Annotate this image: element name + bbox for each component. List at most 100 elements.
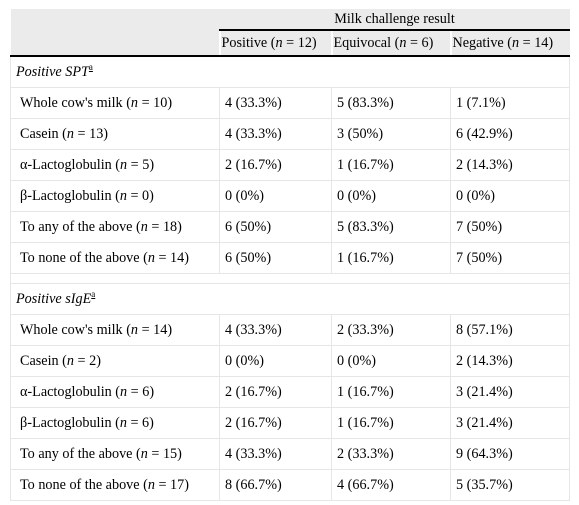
footnote-marker[interactable]: a <box>88 61 93 72</box>
section-title: Positive SPT <box>16 63 89 80</box>
table-row: Whole cow's milk (n = 10) 4 (33.3%) 5 (83.… <box>10 87 570 119</box>
section-title-cell: Positive SPTa <box>10 56 570 88</box>
row-label: α-Lactoglobulin <box>20 383 112 400</box>
cell-negative: 5 (35.7%) <box>450 469 570 501</box>
table-row: β-Lactoglobulin (n = 6) 2 (16.7%) 1 (16.7%… <box>10 407 570 439</box>
row-label: Casein <box>20 352 59 369</box>
cell-positive: 8 (66.7%) <box>219 469 332 501</box>
section-title-cell: Positive sIgEa <box>10 283 570 315</box>
section-title: Positive sIgE <box>16 290 92 307</box>
row-n-value: 0 <box>142 187 150 204</box>
cell-negative: 3 (21.4%) <box>450 407 570 439</box>
row-n-value: 13 <box>89 125 104 142</box>
cell-positive: 0 (0%) <box>219 180 332 212</box>
row-label: Whole cow's milk <box>20 94 123 111</box>
cell-equivocal: 5 (83.3%) <box>331 211 451 243</box>
header-blank-cell <box>10 30 220 57</box>
cell-equivocal: 5 (83.3%) <box>331 87 451 119</box>
cell-positive: 0 (0%) <box>219 345 332 377</box>
spacer-cell <box>10 273 570 284</box>
table-row: Casein (n = 2) 0 (0%) 0 (0%) 2 (14.3%) <box>10 345 570 377</box>
cell-equivocal: 1 (16.7%) <box>331 407 451 439</box>
table-row: α-Lactoglobulin (n = 6) 2 (16.7%) 1 (16.7%… <box>10 376 570 408</box>
table-row: To any of the above (n = 15) 4 (33.3%) 2 (… <box>10 438 570 470</box>
row-n-value: 15 <box>162 445 178 462</box>
column-header-positive: Positive (n = 12) <box>218 30 332 57</box>
row-label-cell: To none of the above (n = 17) <box>10 469 220 501</box>
cell-positive: 6 (50%) <box>219 242 332 274</box>
row-label: To any of the above <box>20 445 133 462</box>
table-row: Casein (n = 13) 4 (33.3%) 3 (50%) 6 (42.9%) <box>10 118 570 150</box>
column-header-label: Positive <box>221 34 268 51</box>
row-label: α-Lactoglobulin <box>20 156 112 173</box>
column-header-n: 6 <box>421 34 429 51</box>
cell-equivocal: 2 (33.3%) <box>331 438 451 470</box>
column-header-label: Negative <box>452 34 504 51</box>
row-n-value: 6 <box>142 414 150 431</box>
section-header-row: Positive sIgEa <box>10 283 570 315</box>
header-row-group: Milk challenge result <box>10 9 570 31</box>
row-n-value: 2 <box>89 352 97 369</box>
cell-positive: 4 (33.3%) <box>219 118 332 150</box>
row-label: To none of the above <box>20 249 140 266</box>
cell-negative: 6 (42.9%) <box>450 118 570 150</box>
row-label: To none of the above <box>20 476 140 493</box>
cell-equivocal: 1 (16.7%) <box>331 149 451 181</box>
row-label-cell: β-Lactoglobulin (n = 6) <box>10 407 220 439</box>
table-row: To none of the above (n = 17) 8 (66.7%) 4 … <box>10 469 570 501</box>
row-label-cell: Whole cow's milk (n = 10) <box>10 87 220 119</box>
column-header-negative: Negative (n = 14) <box>449 30 570 57</box>
column-header-label: Equivocal <box>333 34 392 51</box>
row-label-cell: Whole cow's milk (n = 14) <box>10 314 220 346</box>
cell-positive: 4 (33.3%) <box>219 314 332 346</box>
milk-challenge-table: Milk challenge result Positive (n = 12) … <box>10 9 570 501</box>
cell-positive: 6 (50%) <box>219 211 332 243</box>
table-row: To any of the above (n = 18) 6 (50%) 5 (83… <box>10 211 570 243</box>
cell-equivocal: 1 (16.7%) <box>331 242 451 274</box>
row-n-value: 5 <box>142 156 150 173</box>
row-label: Whole cow's milk <box>20 321 123 338</box>
row-label-cell: β-Lactoglobulin (n = 0) <box>10 180 220 212</box>
cell-equivocal: 4 (66.7%) <box>331 469 451 501</box>
row-n-value: 18 <box>162 218 178 235</box>
cell-positive: 2 (16.7%) <box>219 149 332 181</box>
row-label: β-Lactoglobulin <box>20 187 112 204</box>
row-label: To any of the above <box>20 218 133 235</box>
cell-equivocal: 1 (16.7%) <box>331 376 451 408</box>
table-row: To none of the above (n = 14) 6 (50%) 1 (1… <box>10 242 570 274</box>
row-label-cell: Casein (n = 2) <box>10 345 220 377</box>
row-label: β-Lactoglobulin <box>20 414 112 431</box>
cell-negative: 9 (64.3%) <box>450 438 570 470</box>
cell-equivocal: 2 (33.3%) <box>331 314 451 346</box>
cell-positive: 4 (33.3%) <box>219 438 332 470</box>
row-label-cell: Casein (n = 13) <box>10 118 220 150</box>
section-header-row: Positive SPTa <box>10 56 570 88</box>
cell-positive: 4 (33.3%) <box>219 87 332 119</box>
cell-positive: 2 (16.7%) <box>219 407 332 439</box>
cell-negative: 2 (14.3%) <box>450 345 570 377</box>
table-row: Whole cow's milk (n = 14) 4 (33.3%) 2 (33.… <box>10 314 570 346</box>
row-label-cell: α-Lactoglobulin (n = 5) <box>10 149 220 181</box>
row-label: Casein <box>20 125 59 142</box>
table-row: β-Lactoglobulin (n = 0) 0 (0%) 0 (0%) 0 (0%… <box>10 180 570 212</box>
header-row-columns: Positive (n = 12) Equivocal (n = 6) Nega… <box>10 30 570 57</box>
column-header-n: 12 <box>297 34 312 51</box>
cell-equivocal: 0 (0%) <box>331 180 451 212</box>
row-label-cell: To any of the above (n = 15) <box>10 438 220 470</box>
section-spacer <box>10 273 570 284</box>
cell-equivocal: 0 (0%) <box>331 345 451 377</box>
row-n-value: 17 <box>170 476 185 493</box>
cell-negative: 1 (7.1%) <box>450 87 570 119</box>
cell-negative: 7 (50%) <box>450 242 570 274</box>
cell-positive: 2 (16.7%) <box>219 376 332 408</box>
row-label-cell: To none of the above (n = 14) <box>10 242 220 274</box>
cell-negative: 8 (57.1%) <box>450 314 570 346</box>
column-header-n: 14 <box>534 34 549 51</box>
row-n-value: 10 <box>153 94 168 111</box>
row-n-value: 14 <box>153 321 168 338</box>
cell-negative: 3 (21.4%) <box>450 376 570 408</box>
footnote-marker[interactable]: a <box>91 288 96 299</box>
table-row: α-Lactoglobulin (n = 5) 2 (16.7%) 1 (16.7%… <box>10 149 570 181</box>
results-table-container: Milk challenge result Positive (n = 12) … <box>10 9 570 501</box>
cell-equivocal: 3 (50%) <box>331 118 451 150</box>
